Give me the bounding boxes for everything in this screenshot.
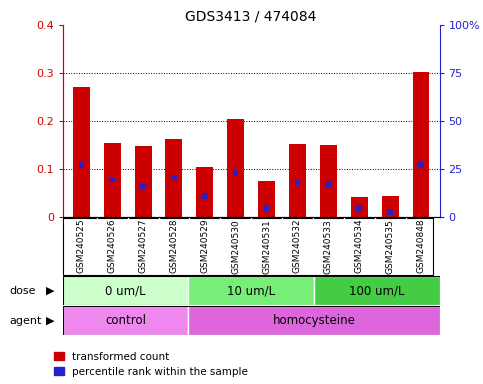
Bar	[188, 276, 314, 305]
Bar	[63, 276, 440, 305]
Text: GSM240848: GSM240848	[416, 219, 426, 273]
Text: GSM240525: GSM240525	[77, 219, 86, 273]
Bar	[418, 162, 424, 168]
Text: ▶: ▶	[46, 316, 55, 326]
Bar	[171, 175, 177, 180]
Bar	[166, 139, 183, 217]
Title: GDS3413 / 474084: GDS3413 / 474084	[185, 10, 317, 24]
Text: GSM240535: GSM240535	[385, 219, 395, 273]
Text: GSM240529: GSM240529	[200, 219, 209, 273]
Bar	[63, 306, 440, 335]
Bar	[104, 142, 121, 217]
Bar	[63, 306, 188, 335]
Bar	[295, 180, 300, 185]
Bar	[412, 72, 429, 217]
Bar	[202, 194, 208, 199]
Text: control: control	[105, 314, 146, 327]
Bar	[63, 276, 188, 305]
Text: GSM240527: GSM240527	[139, 219, 148, 273]
Text: homocysteine: homocysteine	[272, 314, 355, 327]
Bar	[314, 276, 440, 305]
Text: GSM240533: GSM240533	[324, 219, 333, 273]
Bar	[382, 196, 398, 217]
Text: 10 um/L: 10 um/L	[227, 285, 275, 297]
Bar	[188, 306, 440, 335]
Bar	[351, 197, 368, 217]
Bar	[140, 183, 146, 189]
Bar	[387, 209, 393, 215]
Bar	[197, 167, 213, 217]
Text: dose: dose	[10, 286, 36, 296]
Text: agent: agent	[10, 316, 42, 326]
Text: GSM240530: GSM240530	[231, 219, 240, 273]
Bar	[320, 145, 337, 217]
Bar	[79, 162, 84, 168]
Text: GSM240534: GSM240534	[355, 219, 364, 273]
Bar	[326, 182, 331, 187]
Text: GSM240531: GSM240531	[262, 219, 271, 273]
Text: GSM240532: GSM240532	[293, 219, 302, 273]
Bar	[289, 144, 306, 217]
Bar	[135, 146, 152, 217]
Bar	[264, 205, 270, 211]
Text: 0 um/L: 0 um/L	[105, 285, 146, 297]
Bar	[110, 177, 115, 182]
Bar	[356, 205, 362, 211]
Bar	[233, 170, 239, 176]
Bar	[73, 88, 90, 217]
Text: 100 um/L: 100 um/L	[349, 285, 404, 297]
Text: GSM240526: GSM240526	[108, 219, 117, 273]
Bar	[227, 119, 244, 217]
Legend: transformed count, percentile rank within the sample: transformed count, percentile rank withi…	[54, 352, 248, 377]
Text: ▶: ▶	[46, 286, 55, 296]
Bar	[258, 181, 275, 217]
Text: GSM240528: GSM240528	[170, 219, 178, 273]
